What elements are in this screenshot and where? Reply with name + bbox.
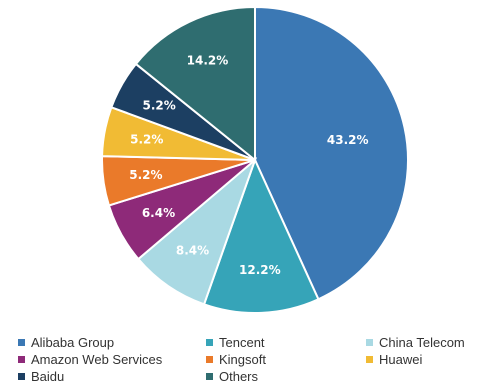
legend-swatch: [206, 339, 213, 346]
pie-slice-others: [134, 5, 256, 163]
legend-swatch: [18, 373, 25, 380]
legend-item-others: Others: [206, 369, 258, 384]
legend-item-kingsoft: Kingsoft: [206, 352, 266, 367]
pie-data-label: 5.2%: [130, 132, 163, 146]
legend-item-china-telecom: China Telecom: [366, 335, 465, 350]
pie-data-label: 6.4%: [142, 206, 175, 220]
legend-item-tencent: Tencent: [206, 335, 265, 350]
pie-chart: 43.2% 12.2% 8.4% 6.4% 5.2% 5.2% 5.2% 14.2%: [101, 5, 409, 314]
legend-label: Tencent: [219, 335, 265, 350]
legend-label: Kingsoft: [219, 352, 266, 367]
legend-swatch: [18, 339, 25, 346]
legend-item-alibaba-group: Alibaba Group: [18, 335, 114, 350]
legend-label: Huawei: [379, 352, 423, 367]
legend-swatch: [18, 356, 25, 363]
legend-item-amazon-web-services: Amazon Web Services: [18, 352, 162, 367]
pie-data-label: 43.2%: [327, 133, 369, 147]
legend-label: Baidu: [31, 369, 65, 384]
legend-label: Amazon Web Services: [31, 352, 163, 367]
pie-data-label: 5.2%: [142, 99, 175, 113]
legend: Alibaba Group Tencent China Telecom Amaz…: [18, 335, 483, 384]
legend-item-huawei: Huawei: [366, 352, 422, 367]
legend-label: Alibaba Group: [31, 335, 115, 350]
pie-slice-tencent: [202, 157, 320, 314]
legend-swatch: [206, 373, 213, 380]
pie-data-label: 12.2%: [239, 263, 281, 277]
pie-data-label: 14.2%: [187, 54, 229, 68]
pie-slices: [101, 5, 409, 314]
pie-data-label: 8.4%: [176, 244, 209, 258]
legend-label: China Telecom: [379, 335, 465, 350]
legend-swatch: [366, 339, 373, 346]
legend-swatch: [366, 356, 373, 363]
pie-slice-alibaba-group: [254, 5, 409, 301]
legend-item-baidu: Baidu: [18, 369, 64, 384]
legend-label: Others: [219, 369, 259, 384]
pie-data-label: 5.2%: [129, 168, 162, 182]
pie-labels: 43.2% 12.2% 8.4% 6.4% 5.2% 5.2% 5.2% 14.2%: [129, 54, 368, 277]
legend-swatch: [206, 356, 213, 363]
